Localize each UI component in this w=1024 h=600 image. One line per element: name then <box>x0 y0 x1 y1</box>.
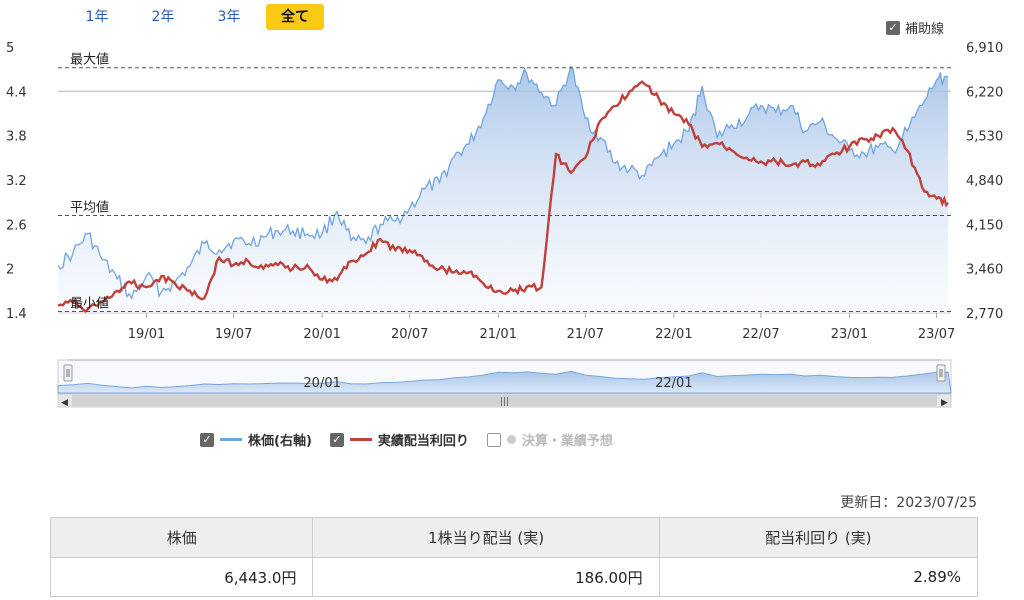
x-tick-3: 20/07 <box>391 327 428 342</box>
reference-label-2: 最小値 <box>70 296 109 312</box>
legend-yield-label: 実績配当利回り <box>377 434 469 449</box>
navigator-label-0: 20/01 <box>303 376 340 391</box>
legend-forecast-checkbox[interactable]: ✓ <box>486 432 501 447</box>
aux-lines-checkbox[interactable]: ✓ <box>886 20 900 35</box>
legend-price-checkbox[interactable]: ✓ <box>200 432 214 447</box>
x-tick-2: 20/01 <box>303 327 340 342</box>
summary-header-dividend: 1株当り配当 (実) <box>312 517 660 558</box>
price-line <box>57 65 949 300</box>
aux-lines-label: 補助線 <box>905 22 945 37</box>
legend-item-forecast[interactable]: ✓ 決算・業績予想 <box>486 430 613 449</box>
summary-table: 株価 1株当り配当 (実) 配当利回り (実) 6,443.0円 186.00円… <box>49 517 979 597</box>
right-tick-0: 2,770 <box>966 307 1003 322</box>
right-tick-6: 6,910 <box>966 41 1003 56</box>
x-tick-5: 21/07 <box>567 327 604 342</box>
left-tick-3: 3.2 <box>6 174 27 189</box>
legend-yield-checkbox[interactable]: ✓ <box>329 432 344 447</box>
aux-lines-toggle[interactable]: ✓ 補助線 <box>886 18 944 37</box>
range-tab-2y[interactable]: 2年 <box>151 9 175 25</box>
right-tick-3: 4,840 <box>966 174 1003 189</box>
legend-yield-swatch <box>349 438 372 441</box>
range-navigator[interactable]: 20/01 22/01 ◀ ▶ ||| <box>57 359 952 408</box>
legend-item-yield[interactable]: ✓ 実績配当利回り <box>329 430 469 449</box>
price-area <box>58 66 949 314</box>
summary-value-row: 6,443.0円 186.00円 2.89% <box>49 557 979 597</box>
navigator-label-1: 22/01 <box>655 376 692 391</box>
x-tick-9: 23/07 <box>918 327 955 342</box>
left-tick-5: 4.4 <box>6 85 27 100</box>
chart-legend: ✓ 株価(右軸) ✓ 実績配当利回り ✓ 決算・業績予想 <box>200 430 613 449</box>
left-tick-6: 5 <box>6 41 14 56</box>
legend-item-price[interactable]: ✓ 株価(右軸) <box>200 430 312 449</box>
scroll-right-arrow-icon: ▶ <box>941 398 948 408</box>
left-tick-1: 2 <box>6 263 14 278</box>
range-tab-1y[interactable]: 1年 <box>85 9 109 25</box>
left-tick-4: 3.8 <box>6 130 27 145</box>
navigator-handle-right[interactable] <box>936 364 946 382</box>
reference-label-1: 平均値 <box>70 199 109 215</box>
x-tick-7: 22/07 <box>742 327 779 342</box>
range-tab-3y[interactable]: 3年 <box>217 9 241 25</box>
legend-price-swatch <box>220 438 242 441</box>
range-tabs: 1年 2年 3年 全て <box>68 4 332 32</box>
summary-header-yield: 配当利回り (実) <box>658 517 979 558</box>
legend-forecast-label: 決算・業績予想 <box>521 434 613 449</box>
range-tab-all[interactable]: 全て <box>266 4 324 30</box>
navigator-area <box>57 370 952 394</box>
summary-value-price: 6,443.0円 <box>49 557 314 597</box>
summary-header-row: 株価 1株当り配当 (実) 配当利回り (実) <box>49 517 979 558</box>
navigator-handle-left[interactable] <box>63 364 73 382</box>
legend-price-label: 株価(右軸) <box>248 434 312 449</box>
navigator-scrollbar-thumb <box>72 395 937 406</box>
x-tick-0: 19/01 <box>128 327 165 342</box>
right-tick-1: 3,460 <box>966 263 1003 278</box>
left-tick-2: 2.6 <box>6 218 27 233</box>
yield-line <box>57 80 949 313</box>
scroll-left-arrow-icon: ◀ <box>61 398 68 408</box>
reference-label-0: 最大値 <box>70 52 109 68</box>
left-tick-0: 1.4 <box>6 307 27 322</box>
scroll-grip-icon: ||| <box>500 397 509 407</box>
summary-header-price: 株価 <box>49 517 314 558</box>
x-tick-6: 22/01 <box>655 327 692 342</box>
right-tick-2: 4,150 <box>966 218 1003 233</box>
x-tick-1: 19/07 <box>215 327 252 342</box>
legend-forecast-dot <box>506 435 516 444</box>
summary-value-yield: 2.89% <box>658 557 979 597</box>
updated-date: 更新日：2023/07/25 <box>840 495 977 511</box>
right-tick-4: 5,530 <box>966 130 1003 145</box>
x-tick-8: 23/01 <box>831 327 868 342</box>
x-tick-4: 21/01 <box>480 327 517 342</box>
right-tick-5: 6,220 <box>966 85 1003 100</box>
summary-value-dividend: 186.00円 <box>312 557 660 597</box>
